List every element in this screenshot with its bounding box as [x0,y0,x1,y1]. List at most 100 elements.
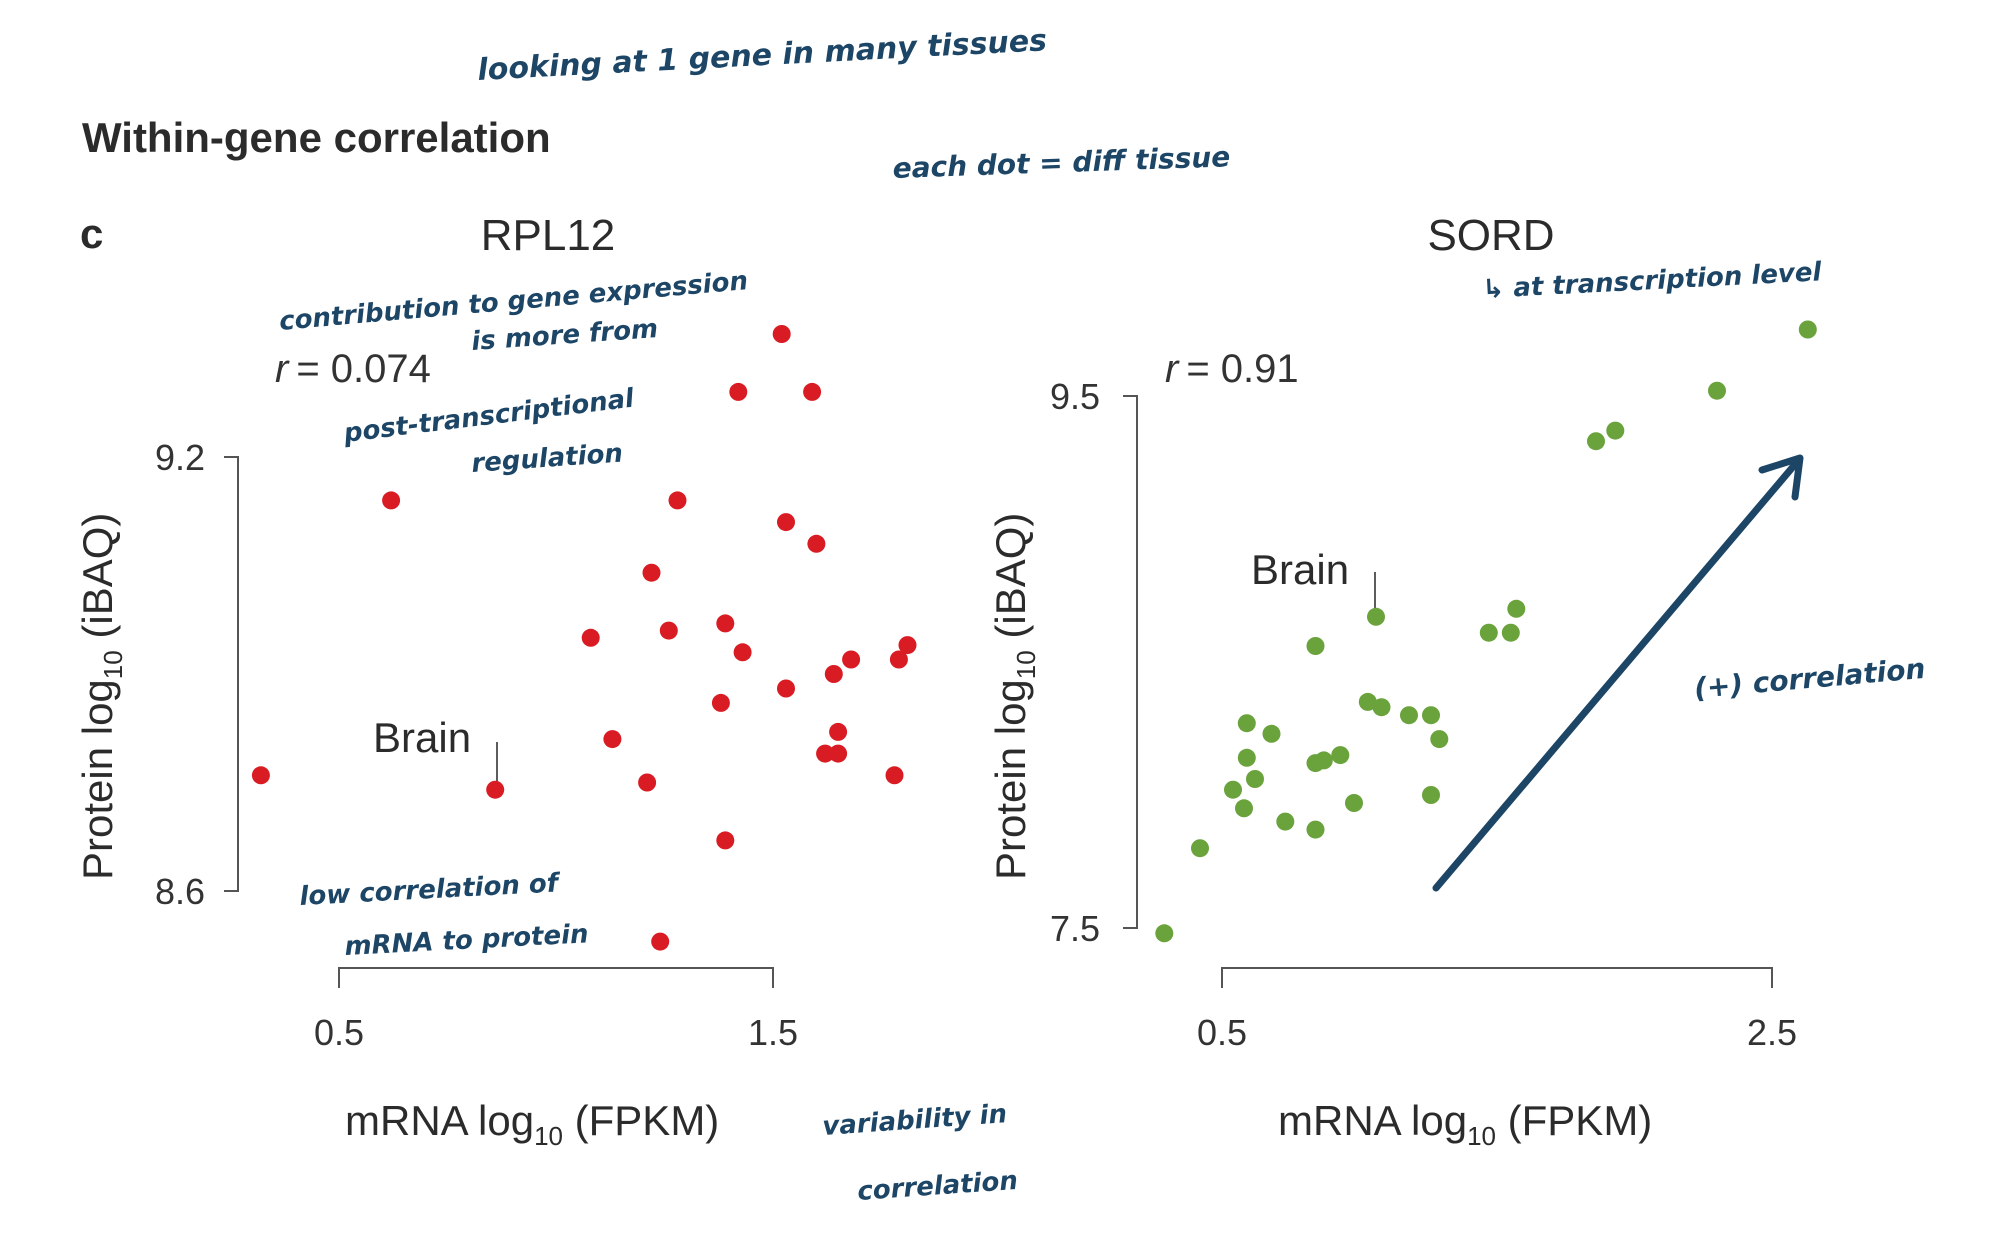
section-title: Within-gene correlation [82,114,551,161]
rpl12-x-axis-label: mRNA log10 (FPKM) [345,1097,719,1151]
note-each-dot-tissue: each dot = diff tissue [892,140,1231,185]
rpl12-x-tick-right: 1.5 [748,1012,798,1053]
data-point [1358,692,1377,711]
data-point [772,325,791,343]
sord-y-tick-top: 9.5 [1050,376,1100,417]
x-label-subscript: 10 [1467,1121,1496,1151]
data-point [581,628,600,647]
rpl12-x-axis [338,967,774,988]
data-point [1422,706,1440,725]
x-label-subscript: 10 [534,1121,563,1151]
data-point [1331,746,1350,765]
data-point [1246,770,1264,788]
y-label-subscript: 10 [1011,650,1041,679]
data-point [716,831,735,850]
data-point [803,382,822,401]
data-point [382,491,401,510]
note-rpl12-low-corr-line2: mRNA to protein [344,919,589,962]
note-one-gene-many-tissues: looking at 1 gene in many tissues [477,23,1048,88]
rpl12-y-tick-top: 9.2 [155,437,205,478]
rpl12-y-axis [224,456,239,892]
data-point [885,766,904,785]
y-label-tail: (iBAQ) [74,513,121,651]
data-point [1479,623,1498,642]
data-point [711,693,730,712]
note-rpl12-line4: regulation [470,438,623,479]
y-label-tail: (iBAQ) [987,513,1034,651]
data-point [777,679,795,698]
data-point [659,621,678,640]
data-point [829,744,848,763]
x-label-main: mRNA log [345,1097,534,1144]
sord-scatter-points [1155,320,1817,943]
sord-y-axis-label: Protein log10 (iBAQ) [987,513,1041,880]
data-point [1606,421,1625,440]
note-variability-line2: correlation [856,1166,1018,1207]
sord-y-axis [1123,395,1138,929]
data-point [1430,730,1449,749]
rpl12-r-annotation: r = 0.074 [275,347,431,391]
data-point [1262,724,1281,743]
sord-brain-label: Brain [1251,546,1349,593]
data-point [716,614,735,633]
data-point [603,730,622,749]
data-point [729,382,748,401]
data-point [889,650,908,669]
y-label-main: Protein log [74,679,121,880]
data-point [1507,599,1526,618]
data-point [1237,748,1256,767]
data-point [1306,637,1325,655]
data-point [1224,780,1242,799]
data-point [824,665,843,683]
note-sord-transcription: ↳ at transcription level [1482,257,1823,305]
x-label-main: mRNA log [1278,1097,1467,1144]
note-rpl12-low-corr-line1: low correlation of [299,868,563,912]
note-positive-correlation: (+) correlation [1693,652,1927,705]
data-point [1798,320,1817,339]
data-point [651,932,670,951]
sord-x-tick-left: 0.5 [1197,1012,1247,1053]
rpl12-scatter-points [251,325,917,951]
data-point [486,780,505,799]
rpl12-brain-label: Brain [373,714,471,761]
data-point [638,773,657,792]
data-point [1400,706,1418,725]
data-point [1237,714,1256,733]
x-label-tail: (FPKM) [563,1097,719,1144]
data-point [829,722,848,741]
data-point [668,491,687,510]
data-point [1345,794,1363,812]
sord-title: SORD [1427,211,1554,260]
data-point [251,766,270,785]
r-value: = 0.074 [296,347,431,391]
note-variability-line1: variability in [821,1099,1008,1142]
x-label-tail: (FPKM) [1496,1097,1652,1144]
rpl12-panel: RPL12 r = 0.074 9.2 8.6 Protein log10 (iB… [74,211,917,1151]
data-point [1155,924,1174,943]
data-point [777,513,795,532]
r-symbol: r [1165,347,1180,391]
data-point [842,650,861,669]
data-point [1367,607,1385,626]
note-rpl12-line2: is more from [470,314,659,357]
note-rpl12-line3: post-transcriptional [341,383,636,449]
data-point [1708,381,1726,400]
data-point [1372,698,1391,717]
handwritten-annotations: looking at 1 gene in many tissues each d… [278,23,1927,1207]
data-point [642,563,661,582]
data-point [1587,432,1605,451]
data-point [1501,623,1520,642]
data-point [1276,812,1295,831]
data-point [733,643,752,662]
rpl12-y-tick-bottom: 8.6 [155,871,205,912]
sord-panel: SORD r = 0.91 9.5 7.5 Protein log10 (iBAQ… [987,211,1817,1151]
y-label-main: Protein log [987,679,1034,880]
panel-label: c [80,210,103,257]
data-point [1314,751,1333,770]
data-point [807,534,826,553]
sord-r-annotation: r = 0.91 [1165,347,1299,391]
data-point [1235,799,1253,818]
rpl12-title: RPL12 [481,211,616,260]
rpl12-y-axis-label: Protein log10 (iBAQ) [74,513,128,880]
data-point [1422,786,1440,804]
